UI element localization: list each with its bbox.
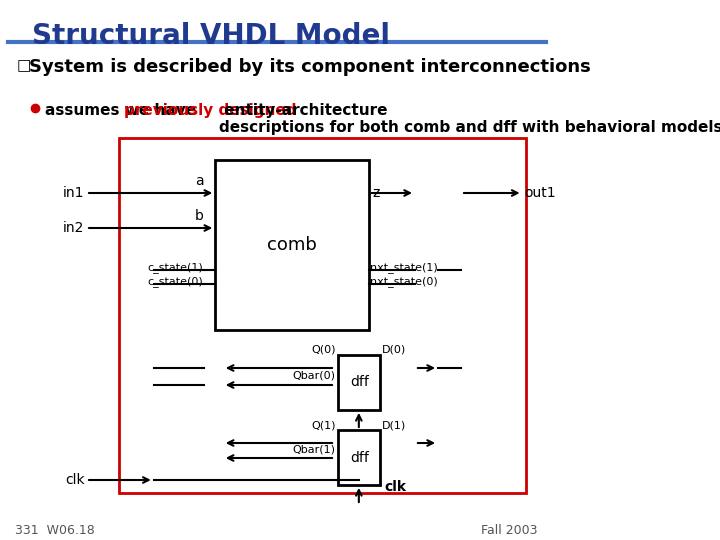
Text: D(1): D(1)	[382, 420, 406, 430]
Text: in1: in1	[63, 186, 84, 200]
Text: comb: comb	[267, 236, 317, 254]
Text: in2: in2	[63, 221, 84, 235]
Text: Q(0): Q(0)	[311, 345, 336, 355]
Bar	[119, 138, 526, 493]
Text: assumes we have: assumes we have	[45, 103, 201, 118]
Text: clk: clk	[384, 480, 406, 494]
Text: nxt_state(1): nxt_state(1)	[370, 262, 438, 273]
Text: Q(1): Q(1)	[311, 420, 336, 430]
Bar	[338, 355, 380, 410]
Text: b: b	[194, 209, 204, 223]
Text: dff: dff	[350, 450, 369, 464]
Text: Fall 2003: Fall 2003	[482, 523, 538, 537]
Text: nxt_state(0): nxt_state(0)	[370, 276, 438, 287]
Text: Qbar(0): Qbar(0)	[293, 370, 336, 380]
Text: System is described by its component interconnections: System is described by its component int…	[30, 58, 591, 76]
Text: entity-architecture
descriptions for both comb and dff with behavioral models: entity-architecture descriptions for bot…	[220, 103, 720, 136]
Bar	[215, 160, 369, 330]
Text: dff: dff	[350, 375, 369, 389]
Text: D(0): D(0)	[382, 345, 406, 355]
Text: Qbar(1): Qbar(1)	[293, 445, 336, 455]
Text: z: z	[373, 186, 380, 200]
Text: c_state(0): c_state(0)	[148, 276, 204, 287]
Text: Structural VHDL Model: Structural VHDL Model	[32, 22, 390, 50]
Bar	[338, 430, 380, 485]
Text: c_state(1): c_state(1)	[148, 262, 204, 273]
Text: clk: clk	[65, 473, 84, 487]
Text: 331  W06.18: 331 W06.18	[15, 523, 95, 537]
Text: □: □	[17, 58, 31, 73]
Text: previously designed: previously designed	[125, 103, 297, 118]
Text: a: a	[195, 174, 204, 188]
Text: out1: out1	[524, 186, 556, 200]
